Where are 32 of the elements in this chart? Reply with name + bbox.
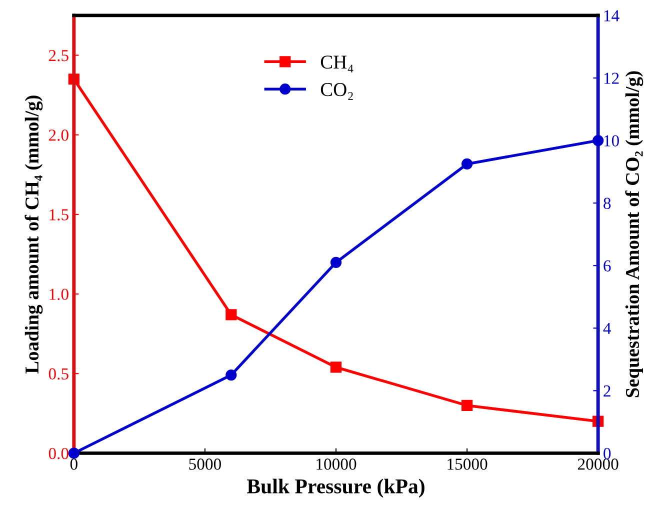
y-tick-label: 1.0	[50, 288, 68, 300]
point	[330, 362, 342, 373]
y2-tick-label: 10	[604, 135, 619, 146]
point	[461, 158, 473, 170]
x-tick-label: 0	[70, 458, 78, 470]
y-tick-label: 2.0	[48, 130, 68, 141]
y-tick-label: 1.5	[50, 209, 68, 220]
x-tick-label: 10000	[316, 458, 356, 470]
y2-tick-label: 4	[603, 322, 612, 334]
y-axis-title: Loading amount of CH₄ (mmol/g)	[24, 96, 43, 374]
y-tick-label: 0.5	[48, 368, 68, 380]
y2-tick-label: 6	[604, 260, 611, 272]
y-tick-label: 0.0	[48, 448, 68, 460]
legend-label: CO₂	[320, 83, 353, 100]
y2-tick-label: 2	[604, 385, 610, 396]
y2-axis-title: Sequestration Amount of CO₂ (mmol/g)	[625, 71, 644, 398]
point	[461, 400, 473, 411]
y2-tick-label: 8	[604, 198, 611, 210]
point	[226, 369, 237, 381]
point	[68, 448, 80, 459]
y2-tick-label: 12	[604, 72, 619, 84]
legend-label: CH₄	[320, 56, 354, 72]
y2-tick-label: 0	[604, 448, 611, 460]
y-tick-label: 2.5	[48, 50, 68, 62]
x-axis-title: Bulk Pressure (kPa)	[247, 478, 424, 498]
point	[592, 134, 604, 146]
x-tick-label: 20000	[578, 458, 618, 470]
point	[330, 256, 342, 268]
y2-tick-label: 14	[604, 10, 620, 22]
x-tick-label: 15000	[448, 458, 488, 470]
point	[226, 309, 237, 320]
x-tick-label: 5000	[189, 458, 221, 470]
